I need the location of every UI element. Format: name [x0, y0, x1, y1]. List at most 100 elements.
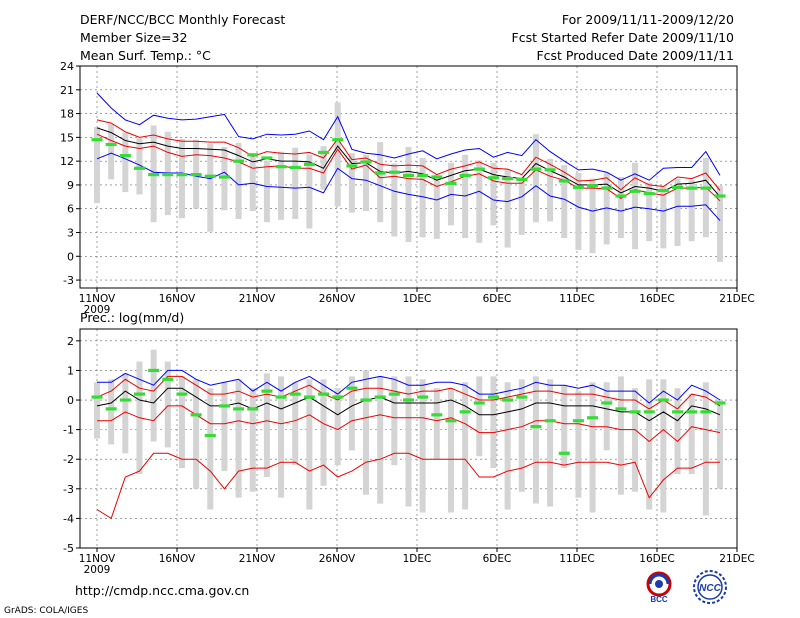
- spread-bar: [207, 388, 214, 510]
- y-tick-label: 3: [67, 227, 74, 240]
- spread-bar: [547, 379, 554, 507]
- spread-bar: [363, 370, 370, 495]
- spread-bar: [136, 138, 143, 195]
- temperature-panel: -3 0 3 6 9 12 15 18 21 24 11NOV 16NOV 21NOV 26NOV 1DEC…: [60, 60, 755, 316]
- y-tick-label: 21: [60, 84, 74, 97]
- fcst-produced-date: Fcst Produced Date 2009/11/11: [536, 48, 734, 63]
- spread-bar: [292, 382, 299, 466]
- series-mean-line: [96, 127, 721, 198]
- spread-bar: [334, 388, 341, 466]
- spread-bar: [702, 157, 709, 238]
- spread-bar: [688, 394, 695, 475]
- bcc-logo: BCC: [646, 571, 672, 604]
- series-lower-line: [97, 405, 721, 443]
- y-tick-label: -5: [63, 542, 74, 555]
- x-tick-label: 1DEC: [403, 553, 432, 565]
- spread-bar: [391, 163, 398, 237]
- spread-bar: [334, 102, 341, 207]
- precipitation-panel: -5 -4 -3 -2 -1 0 1 2 11NOV 16NOV 21NOV 26NOV 1DEC 6DE…: [63, 328, 755, 576]
- plot-frame: [79, 65, 738, 289]
- spread-bar: [122, 132, 129, 193]
- y-tick-label: -3: [63, 274, 74, 287]
- spread-bar: [646, 379, 653, 510]
- spread-bar: [405, 376, 412, 507]
- y-tick-label: 9: [67, 179, 74, 192]
- spread-bar: [717, 400, 723, 489]
- precip-label: Prec.: log(mm/d): [80, 310, 185, 325]
- x-tick-label: 1DEC: [403, 293, 432, 305]
- spread-bar: [391, 376, 398, 466]
- x-tick-label: 16NOV: [159, 293, 196, 305]
- plot-frame: [79, 328, 738, 549]
- y-tick-label: 1: [67, 364, 74, 377]
- spread-bar: [94, 382, 100, 439]
- grads-credit: GrADS: COLA/IGES: [4, 606, 89, 616]
- spread-bar: [490, 162, 497, 226]
- y-tick-label: 18: [60, 108, 74, 121]
- x-tick-label: 11NOV: [79, 293, 116, 305]
- series-min-line: [96, 152, 721, 221]
- spread-bar: [306, 379, 313, 510]
- x-tick-label: 16DEC: [639, 293, 674, 305]
- spread-bar: [164, 361, 171, 448]
- x-tick-label: 11NOV: [79, 553, 116, 565]
- y-tick-label: 0: [67, 394, 74, 407]
- variable-label: Mean Surf. Temp.: °C: [80, 48, 211, 63]
- y-tick-label: 2: [67, 335, 74, 348]
- spread-bar: [235, 379, 242, 498]
- spread-bar: [674, 388, 681, 475]
- spread-bar: [447, 388, 454, 513]
- x-tick-label: 16DEC: [639, 553, 674, 565]
- spread-bar: [617, 376, 624, 495]
- spread-bar: [518, 177, 525, 235]
- x-tick-label: 21DEC: [719, 293, 754, 305]
- spread-bar: [632, 388, 639, 492]
- spread-bar: [547, 158, 554, 222]
- spread-bar: [632, 162, 639, 250]
- y-tick-label: 12: [60, 155, 74, 168]
- member-size: Member Size=32: [80, 30, 188, 45]
- spread-bar: [278, 376, 285, 498]
- spread-bar: [518, 379, 525, 492]
- spread-bar: [193, 379, 200, 489]
- spread-bar: [150, 349, 157, 442]
- spread-bar: [561, 165, 568, 239]
- spread-bar: [561, 385, 568, 469]
- spread-bar: [207, 143, 214, 232]
- spread-bar: [532, 376, 539, 504]
- x-tick-label: 26NOV: [319, 293, 356, 305]
- series-mean-line: [96, 387, 721, 422]
- fcst-started-date: Fcst Started Refer Date 2009/11/10: [511, 30, 735, 45]
- y-tick-label: 6: [67, 203, 74, 216]
- spread-bar: [532, 134, 539, 223]
- series-upper-line: [96, 119, 721, 191]
- source-url[interactable]: http://cmdp.ncc.cma.gov.cn: [75, 583, 250, 598]
- y-tick-label: -1: [63, 424, 74, 437]
- y-tick-label: 0: [67, 250, 74, 263]
- series-upper-line: [96, 375, 721, 410]
- spread-bar: [377, 376, 384, 504]
- spread-bar: [348, 153, 355, 213]
- spread-bar: [235, 142, 242, 220]
- spread-bar: [504, 169, 511, 248]
- spread-bar: [278, 151, 285, 220]
- spread-bar: [504, 382, 511, 510]
- x-tick-label: 21NOV: [239, 293, 276, 305]
- spread-bar: [320, 379, 327, 486]
- x-tick-label: 11DEC: [559, 553, 594, 565]
- spread-bar: [122, 373, 129, 454]
- forecast-period: For 2009/11/11-2009/12/20: [561, 12, 734, 27]
- x-tick-label: 6DEC: [483, 553, 512, 565]
- spread-bar: [688, 180, 695, 242]
- spread-bar: [249, 388, 256, 492]
- spread-bar: [476, 376, 483, 457]
- spread-bar: [646, 182, 653, 242]
- ncc-logo: NCC: [693, 570, 727, 604]
- y-tick-label: -4: [63, 512, 74, 525]
- x-tick-label: 21DEC: [719, 553, 754, 565]
- spread-bar: [263, 373, 270, 477]
- spread-bar: [108, 123, 115, 180]
- spread-bar: [263, 161, 270, 223]
- spread-bar: [419, 157, 426, 238]
